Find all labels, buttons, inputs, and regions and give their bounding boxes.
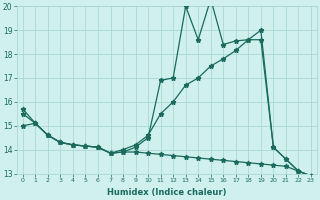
X-axis label: Humidex (Indice chaleur): Humidex (Indice chaleur)	[107, 188, 227, 197]
